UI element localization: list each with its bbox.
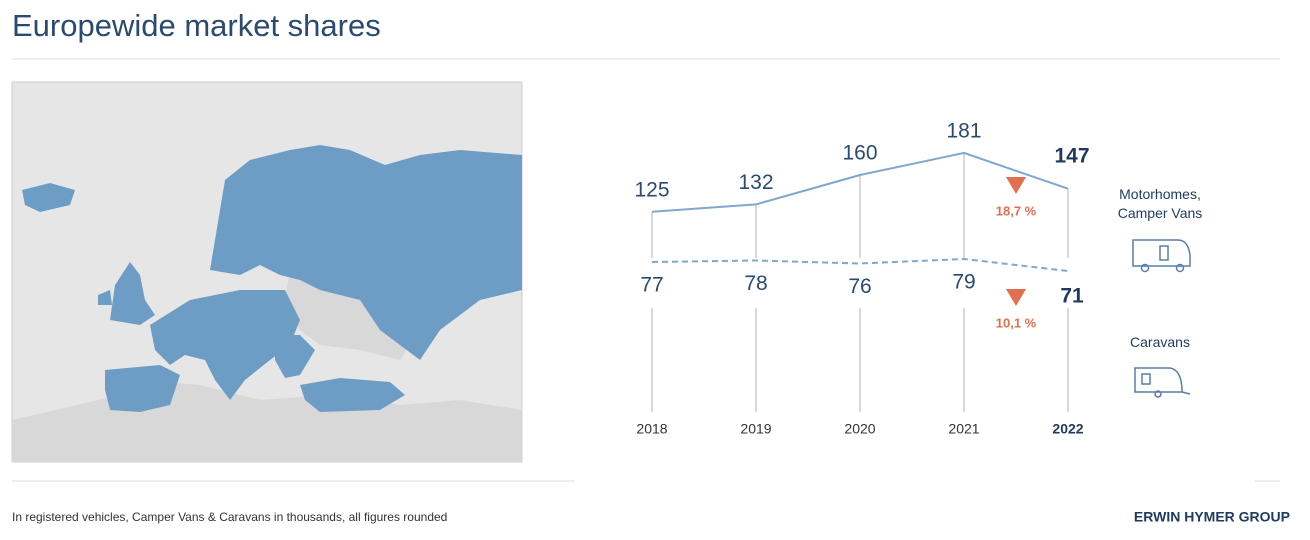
legend-entry: Caravans — [1130, 334, 1190, 350]
uk-ireland — [98, 262, 155, 325]
wheel — [1140, 263, 1150, 273]
x-tick-label: 2021 — [948, 421, 979, 437]
value-label: 160 — [842, 142, 877, 165]
motorhome-body — [1132, 239, 1191, 267]
x-tick-label: 2019 — [740, 421, 771, 437]
iceland — [22, 183, 75, 212]
change-label: 10,1 % — [996, 315, 1037, 330]
value-label: 76 — [848, 275, 871, 298]
value-label: 77 — [640, 274, 663, 297]
wheel — [1154, 390, 1162, 398]
x-tick-label: 2018 — [636, 421, 667, 437]
wheel — [1175, 263, 1185, 273]
brand: ERWIN HYMER GROUP — [1134, 509, 1290, 525]
down-triangle — [1006, 177, 1026, 194]
x-tick-label: 2022 — [1052, 421, 1083, 437]
x-tick-label: 2020 — [844, 421, 875, 437]
caravan-icon — [1134, 367, 1191, 398]
title: Europewide market shares — [12, 8, 381, 43]
hitch — [1181, 391, 1191, 395]
value-label: 147 — [1054, 145, 1089, 168]
caravan-body — [1134, 367, 1183, 393]
eastern-europe — [285, 270, 420, 360]
change-label: 18,7 % — [996, 203, 1037, 218]
value-label: 71 — [1060, 285, 1084, 308]
footnote: In registered vehicles, Camper Vans & Ca… — [12, 510, 447, 524]
down-triangle — [1006, 289, 1026, 306]
motorhome-icon — [1132, 239, 1191, 273]
turkey — [300, 378, 405, 412]
map — [11, 81, 523, 463]
central-europe — [150, 290, 300, 400]
legend-entry: Motorhomes, Camper Vans — [1117, 186, 1203, 221]
balkans — [275, 335, 315, 378]
series-line — [651, 257, 1069, 272]
value-label: 79 — [952, 271, 975, 294]
value-label: 78 — [744, 272, 767, 295]
value-label: 125 — [634, 178, 669, 201]
motorhome-door — [1159, 245, 1169, 261]
value-label: 132 — [738, 171, 773, 194]
value-label: 181 — [946, 119, 981, 142]
north-east — [210, 145, 522, 360]
series-line — [651, 151, 1069, 213]
iberia — [105, 365, 180, 412]
caravan-window — [1141, 373, 1151, 385]
